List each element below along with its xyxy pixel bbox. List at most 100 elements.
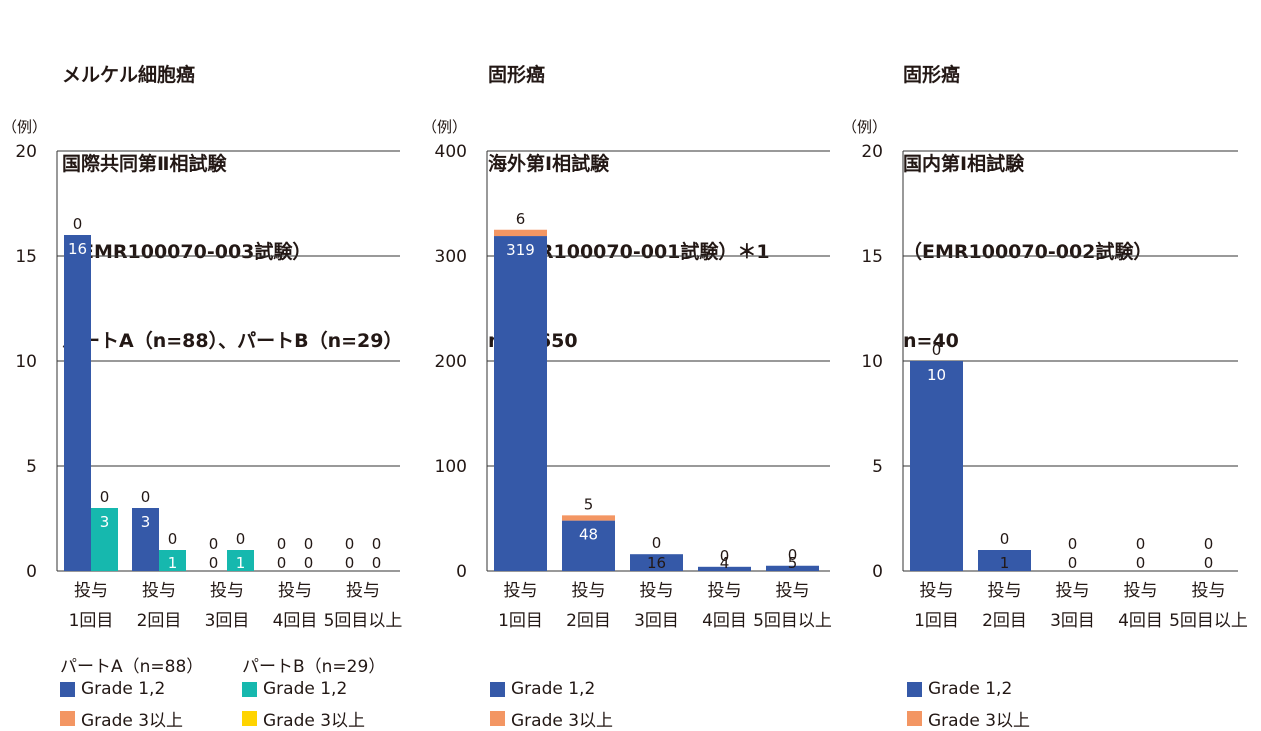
y-tick-label: 0 bbox=[26, 562, 37, 582]
data-label: 0 bbox=[304, 535, 314, 553]
y-unit-label: （例） bbox=[842, 118, 887, 136]
title-line: 固形癌 bbox=[903, 64, 961, 86]
data-label: 0 bbox=[209, 554, 219, 572]
data-label: 0 bbox=[1068, 554, 1078, 572]
x-tick-label: 投与 bbox=[708, 581, 742, 601]
data-label: 3 bbox=[141, 513, 151, 531]
x-tick-label: 投与 bbox=[572, 581, 606, 601]
chart-solid-tumor-001: 0100200300400（例）3196投与1回目485投与2回目160投与3回… bbox=[422, 118, 832, 631]
legend-label: Grade 3以上 bbox=[263, 711, 366, 731]
data-label: 0 bbox=[168, 530, 178, 548]
y-unit-label: （例） bbox=[422, 118, 467, 136]
data-label: 10 bbox=[927, 366, 946, 384]
chart-solid-tumor-002: 05101520（例）100投与1回目10投与2回目00投与3回目00投与4回目… bbox=[842, 118, 1248, 631]
x-tick-label: 5回目以上 bbox=[324, 611, 403, 631]
legend-item: Grade 1,2 bbox=[907, 679, 1012, 699]
data-label: 319 bbox=[506, 241, 535, 259]
legend-swatch bbox=[907, 681, 922, 697]
x-tick-label: 投与 bbox=[210, 581, 244, 601]
chart-merkel-cell: 05101520（例）16030投与1回目3010投与2回目0010投与3回目0… bbox=[2, 118, 403, 631]
data-label: 1 bbox=[1000, 554, 1010, 572]
data-label: 0 bbox=[1136, 535, 1146, 553]
x-tick-label: 2回目 bbox=[137, 611, 182, 631]
x-tick-label: 2回目 bbox=[566, 611, 611, 631]
legend-solid-001: Grade 1,2 Grade 3以上 bbox=[490, 652, 790, 731]
bar-grade12 bbox=[978, 550, 1031, 571]
bar-grade12 bbox=[227, 550, 254, 571]
data-label: 0 bbox=[277, 535, 287, 553]
y-tick-label: 20 bbox=[861, 142, 883, 162]
data-label: 1 bbox=[168, 554, 178, 572]
title-line: （EMR100070-001試験）＊1 bbox=[488, 241, 770, 263]
bar-grade3 bbox=[562, 515, 615, 521]
data-label: 0 bbox=[372, 535, 382, 553]
x-tick-label: 5回目以上 bbox=[753, 611, 832, 631]
bar-grade12 bbox=[494, 236, 547, 572]
title-line: パートA（n=88）、パートB（n=29） bbox=[62, 329, 403, 352]
data-label: 0 bbox=[1204, 554, 1214, 572]
legend-swatch bbox=[242, 681, 257, 697]
bar-grade12 bbox=[159, 550, 186, 571]
legend-label: Grade 1,2 bbox=[928, 679, 1013, 699]
legend-item: Grade 3以上 bbox=[242, 706, 365, 731]
legend-label: Grade 1,2 bbox=[81, 679, 166, 699]
data-label: 5 bbox=[584, 495, 594, 513]
legend-item: Grade 3以上 bbox=[490, 706, 613, 731]
data-label: 0 bbox=[236, 530, 246, 548]
x-tick-label: 3回目 bbox=[205, 611, 250, 631]
y-tick-label: 0 bbox=[872, 562, 883, 582]
data-label: 1 bbox=[236, 554, 246, 572]
y-tick-label: 300 bbox=[435, 247, 467, 267]
y-tick-label: 0 bbox=[456, 562, 467, 582]
legend-swatch bbox=[60, 681, 75, 697]
data-label: 5 bbox=[788, 554, 798, 572]
title-line: メルケル細胞癌 bbox=[62, 64, 196, 86]
bar-grade3 bbox=[494, 229, 547, 237]
data-label: 0 bbox=[1068, 535, 1078, 553]
data-label: 0 bbox=[100, 488, 110, 506]
title-line: （EMR100070-002試験） bbox=[903, 241, 1153, 263]
y-tick-label: 5 bbox=[26, 457, 37, 477]
x-tick-label: 4回目 bbox=[273, 611, 318, 631]
bar-grade12 bbox=[132, 508, 159, 571]
x-tick-label: 投与 bbox=[346, 581, 380, 601]
data-label: 0 bbox=[209, 535, 219, 553]
x-tick-label: 投与 bbox=[504, 581, 538, 601]
bar-grade12 bbox=[64, 235, 91, 571]
chart-title-solid-002: 固形癌 国内第Ⅰ相試験 （EMR100070-002試験） n=40 bbox=[903, 2, 1152, 386]
x-tick-label: 4回目 bbox=[702, 611, 747, 631]
bar-grade12 bbox=[910, 361, 963, 571]
data-label: 0 bbox=[73, 215, 83, 233]
legend-label: Grade 1,2 bbox=[263, 679, 348, 699]
x-tick-label: 1回目 bbox=[69, 611, 114, 631]
legend-group-title: パートA（n=88） bbox=[60, 657, 204, 677]
bar-grade12 bbox=[630, 554, 683, 571]
legend-solid-002: Grade 1,2 Grade 3以上 bbox=[907, 652, 1207, 731]
data-label: 0 bbox=[304, 554, 314, 572]
legend-label: Grade 1,2 bbox=[511, 679, 596, 699]
legend-swatch bbox=[490, 681, 505, 697]
y-tick-label: 5 bbox=[872, 457, 883, 477]
legend-label: Grade 3以上 bbox=[928, 711, 1031, 731]
y-unit-label: （例） bbox=[2, 118, 47, 136]
legend-swatch bbox=[907, 711, 922, 726]
data-label: 0 bbox=[141, 488, 151, 506]
data-label: 0 bbox=[652, 534, 662, 552]
x-tick-label: 1回目 bbox=[914, 611, 959, 631]
y-tick-label: 15 bbox=[15, 247, 37, 267]
legend-item: Grade 1,2 bbox=[60, 679, 165, 699]
x-tick-label: 投与 bbox=[142, 581, 176, 601]
title-line: （EMR100070-003試験） bbox=[62, 241, 312, 263]
x-tick-label: 投与 bbox=[920, 581, 954, 601]
title-line: 国際共同第Ⅱ相試験 bbox=[62, 152, 227, 175]
legend-item: Grade 1,2 bbox=[490, 679, 595, 699]
data-label: 4 bbox=[720, 554, 730, 572]
data-label: 0 bbox=[720, 547, 730, 565]
y-tick-label: 400 bbox=[435, 142, 467, 162]
title-line: 固形癌 bbox=[488, 64, 546, 86]
x-tick-label: 投与 bbox=[1124, 581, 1158, 601]
title-line: 海外第Ⅰ相試験 bbox=[488, 152, 610, 175]
legend-item: Grade 3以上 bbox=[907, 706, 1030, 731]
data-label: 0 bbox=[788, 546, 798, 564]
y-tick-label: 200 bbox=[435, 352, 467, 372]
